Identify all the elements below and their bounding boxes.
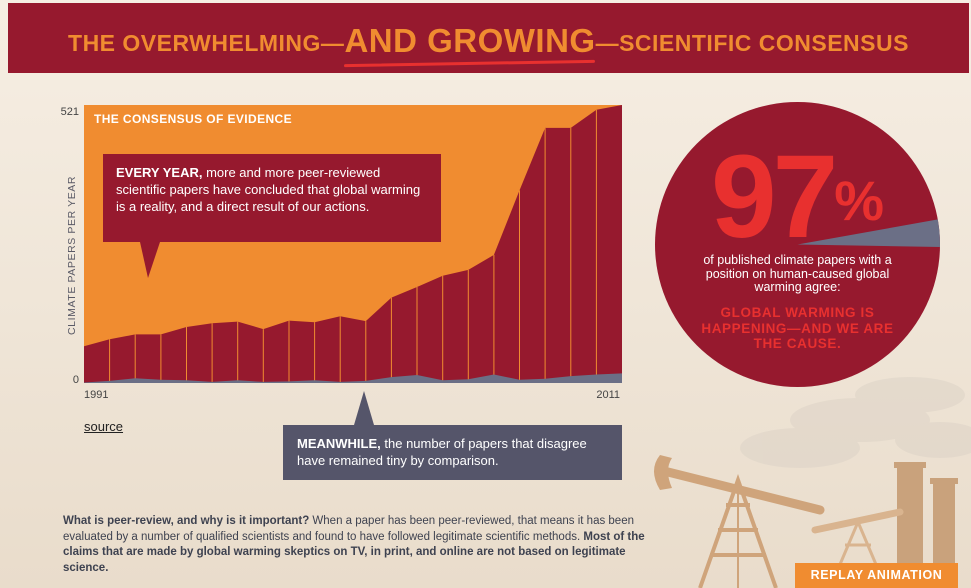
title-right: —SCIENTIFIC CONSENSUS bbox=[595, 30, 909, 56]
header-banner: THE OVERWHELMING—AND GROWING —SCIENTIFIC … bbox=[8, 3, 969, 73]
y-tick-max: 521 bbox=[61, 106, 79, 118]
stat-claim: GLOBAL WARMING IS HAPPENING—AND WE ARE T… bbox=[701, 305, 894, 351]
title-left: THE OVERWHELMING— bbox=[68, 30, 345, 56]
title-highlight: AND GROWING bbox=[344, 22, 596, 68]
callout-lead: MEANWHILE, bbox=[297, 436, 381, 451]
series-disagree-area bbox=[84, 373, 622, 383]
series-consensus-area bbox=[84, 105, 622, 383]
meanwhile-callout: MEANWHILE, the number of papers that dis… bbox=[283, 425, 622, 480]
chart-title: THE CONSENSUS OF EVIDENCE bbox=[94, 112, 293, 126]
x-tick-end: 2011 bbox=[596, 389, 620, 401]
y-axis-label: CLIMATE PAPERS PER YEAR bbox=[66, 175, 78, 335]
replay-animation-button[interactable]: REPLAY ANIMATION bbox=[795, 563, 958, 588]
x-tick-start: 1991 bbox=[84, 389, 108, 401]
oil-pump-icon bbox=[655, 465, 825, 588]
stat-percentage: 97% bbox=[710, 131, 885, 263]
pie-slice-wedge bbox=[797, 219, 940, 247]
explainer-question: What is peer-review, and why is it impor… bbox=[63, 515, 310, 527]
callout-text: more and more peer-reviewed scientific p… bbox=[116, 165, 421, 214]
pie-wedge bbox=[797, 219, 940, 247]
pump-head-icon bbox=[654, 455, 672, 490]
stat-description: of published climate papers with a posit… bbox=[703, 253, 892, 294]
explainer-answer: When a paper has been peer-reviewed, tha… bbox=[63, 515, 634, 543]
page-title: THE OVERWHELMING—AND GROWING —SCIENTIFIC … bbox=[8, 21, 969, 68]
explainer-emphasis: Most of the claims that are made by glob… bbox=[63, 530, 645, 574]
consensus-stat-circle: 97% of published climate papers with a p… bbox=[655, 102, 940, 387]
y-tick-min: 0 bbox=[73, 374, 79, 386]
callout-pointer bbox=[140, 242, 160, 278]
every-year-callout: EVERY YEAR, more and more peer-reviewed … bbox=[103, 154, 441, 242]
callout-text: the number of papers that disagree have … bbox=[297, 436, 587, 468]
source-link[interactable]: source bbox=[84, 419, 124, 434]
callout-lead: EVERY YEAR, bbox=[116, 165, 203, 180]
callout-pointer bbox=[354, 391, 374, 425]
peer-review-explainer: What is peer-review, and why is it impor… bbox=[63, 514, 653, 576]
